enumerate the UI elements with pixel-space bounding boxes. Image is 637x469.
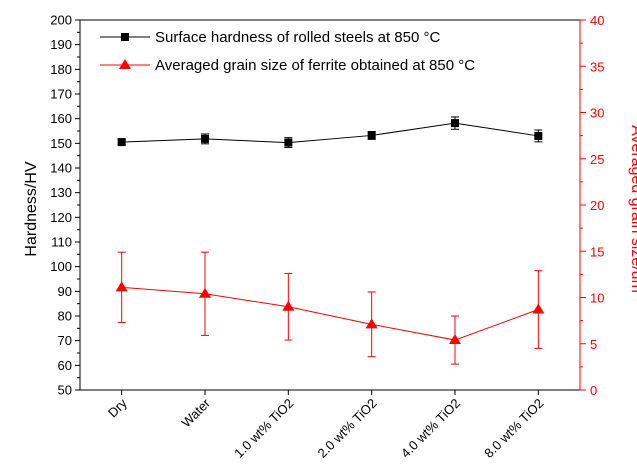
data-point-triangle: [532, 303, 545, 314]
data-point-square: [534, 131, 543, 140]
left-tick-label: 190: [50, 37, 72, 52]
legend-marker-square: [121, 33, 129, 41]
legend-marker-triangle: [119, 59, 131, 69]
x-tick-label: Dry: [105, 395, 130, 420]
left-tick-label: 160: [50, 111, 72, 126]
series-line: [121, 286, 539, 341]
left-tick-label: 140: [50, 161, 72, 176]
left-tick-label: 50: [58, 383, 72, 398]
right-tick-label: 0: [590, 383, 597, 398]
data-point-triangle: [365, 318, 378, 329]
right-tick-label: 30: [590, 106, 604, 121]
left-axis: 50 60 70 80 90 100 110 120 130 140 150 160 170 180 190…: [50, 13, 80, 398]
x-tick-label: 1.0 wt% TiO2: [231, 396, 296, 461]
data-point-square: [367, 131, 376, 140]
x-tick-label: 4.0 wt% TiO2: [398, 396, 463, 461]
right-tick-label: 20: [590, 198, 604, 213]
left-tick-label: 200: [50, 13, 72, 28]
plot-frame: [79, 19, 581, 391]
data-point-square: [451, 119, 459, 128]
series-left: [117, 116, 543, 149]
legend-label: Averaged grain size of ferrite obtained …: [155, 57, 475, 74]
left-tick-label: 110: [51, 235, 72, 250]
data-point-square: [117, 138, 126, 147]
left-tick-label: 180: [50, 62, 72, 77]
x-axis: Dry Water 1.0 wt% TiO2 2.0 wt% TiO2 4.0 wt% …: [105, 390, 546, 461]
data-point-square: [201, 134, 209, 143]
x-tick-label: 8.0 wt% TiO2: [481, 396, 546, 461]
right-tick-label: 25: [590, 152, 604, 167]
data-point-triangle: [199, 287, 211, 298]
data-point-triangle: [282, 300, 295, 311]
series-layer: [115, 116, 545, 365]
series-right: [115, 251, 545, 365]
x-tick-label: 2.0 wt% TiO2: [315, 396, 380, 461]
legend-label: Surface hardness of rolled steels at 850…: [155, 29, 440, 46]
right-tick-label: 15: [590, 244, 604, 259]
left-tick-label: 120: [50, 210, 72, 225]
y-axis-title: Hardness/HV: [23, 161, 40, 256]
right-tick-label: 5: [590, 337, 597, 352]
left-tick-label: 90: [58, 284, 72, 299]
data-point-triangle: [115, 281, 128, 292]
right-axis: 0 5 10 15 20 25 30 35 40: [580, 13, 604, 398]
x-tick-label: Water: [178, 395, 213, 430]
right-tick-label: 40: [590, 13, 604, 28]
y2-axis-title: Averaged grain size/um: [628, 125, 637, 293]
left-tick-label: 100: [50, 259, 72, 274]
right-tick-label: 35: [590, 59, 604, 74]
data-point-square: [284, 138, 293, 147]
left-tick-label: 130: [50, 185, 72, 200]
right-tick-label: 10: [590, 291, 604, 306]
data-point-triangle: [449, 334, 461, 345]
series-line: [121, 122, 539, 144]
left-tick-label: 150: [50, 136, 72, 151]
left-tick-label: 70: [58, 333, 72, 348]
legend: Surface hardness of rolled steels at 850…: [100, 29, 475, 74]
left-tick-label: 60: [58, 358, 72, 373]
left-tick-label: 170: [50, 87, 72, 102]
left-tick-label: 80: [58, 309, 72, 324]
